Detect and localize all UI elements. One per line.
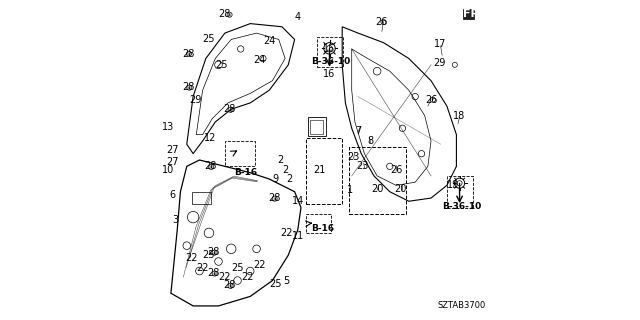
Bar [317,37,343,67]
Text: 14: 14 [292,196,304,206]
Text: FR.: FR. [463,9,484,19]
Bar [310,120,323,134]
Text: 28: 28 [219,9,231,19]
Text: 28: 28 [207,268,220,278]
Text: 9: 9 [273,174,278,184]
Text: B-16: B-16 [312,224,335,233]
Text: 28: 28 [223,280,236,290]
Text: 17: 17 [435,39,447,49]
Text: SZTAB3700: SZTAB3700 [437,301,486,310]
Bar [191,192,211,204]
Text: 15: 15 [323,44,336,54]
Polygon shape [463,9,474,19]
Text: 28: 28 [268,193,280,203]
Text: 21: 21 [313,164,325,174]
Text: 1: 1 [347,185,353,195]
Text: 25: 25 [216,60,228,70]
Text: 25: 25 [269,279,282,289]
Text: 3: 3 [173,215,179,225]
Text: 27: 27 [166,146,179,156]
Bar [349,147,406,214]
Text: 6: 6 [170,190,175,200]
Text: 12: 12 [204,133,217,143]
Text: 29: 29 [433,58,445,68]
Text: 25: 25 [203,35,215,44]
Text: 19: 19 [447,180,460,190]
Text: 23: 23 [347,152,360,162]
Text: B-16: B-16 [234,168,257,177]
Text: 2: 2 [282,164,288,174]
Text: 29: 29 [189,95,202,105]
Text: 10: 10 [162,164,174,174]
Text: 27: 27 [166,156,179,167]
Text: 20: 20 [371,184,383,194]
Text: 23: 23 [356,161,369,171]
Bar [308,117,326,136]
Text: 4: 4 [295,12,301,22]
Bar [225,141,255,166]
Text: 26: 26 [376,17,388,27]
Text: 11: 11 [292,231,304,241]
Text: 24: 24 [263,36,275,46]
Text: 2: 2 [287,174,293,184]
Text: 28: 28 [207,247,220,257]
Text: 22: 22 [196,263,209,273]
Text: 25: 25 [203,250,215,260]
Text: 28: 28 [182,49,195,59]
Text: 28: 28 [223,104,236,114]
Text: 18: 18 [454,111,466,121]
Text: 22: 22 [253,260,266,270]
Text: B-36-10: B-36-10 [312,57,351,66]
Text: 24: 24 [253,55,266,65]
Text: 28: 28 [182,82,195,92]
Text: 25: 25 [231,263,244,273]
Text: 5: 5 [284,276,290,285]
Text: B-36-10: B-36-10 [442,203,482,212]
Bar [306,138,342,204]
Text: 22: 22 [280,228,293,238]
Text: 28: 28 [204,161,217,171]
Text: 22: 22 [185,253,198,263]
Text: 22: 22 [241,272,253,282]
Text: 13: 13 [162,122,174,132]
Text: 8: 8 [368,136,374,146]
Text: 7: 7 [355,126,361,136]
Text: 2: 2 [277,155,284,165]
Text: 20: 20 [395,184,407,194]
Bar [306,214,331,233]
Text: 26: 26 [425,95,437,105]
Text: 16: 16 [323,69,335,79]
Bar [447,177,473,208]
Text: 26: 26 [390,164,403,174]
Text: 22: 22 [219,272,231,282]
